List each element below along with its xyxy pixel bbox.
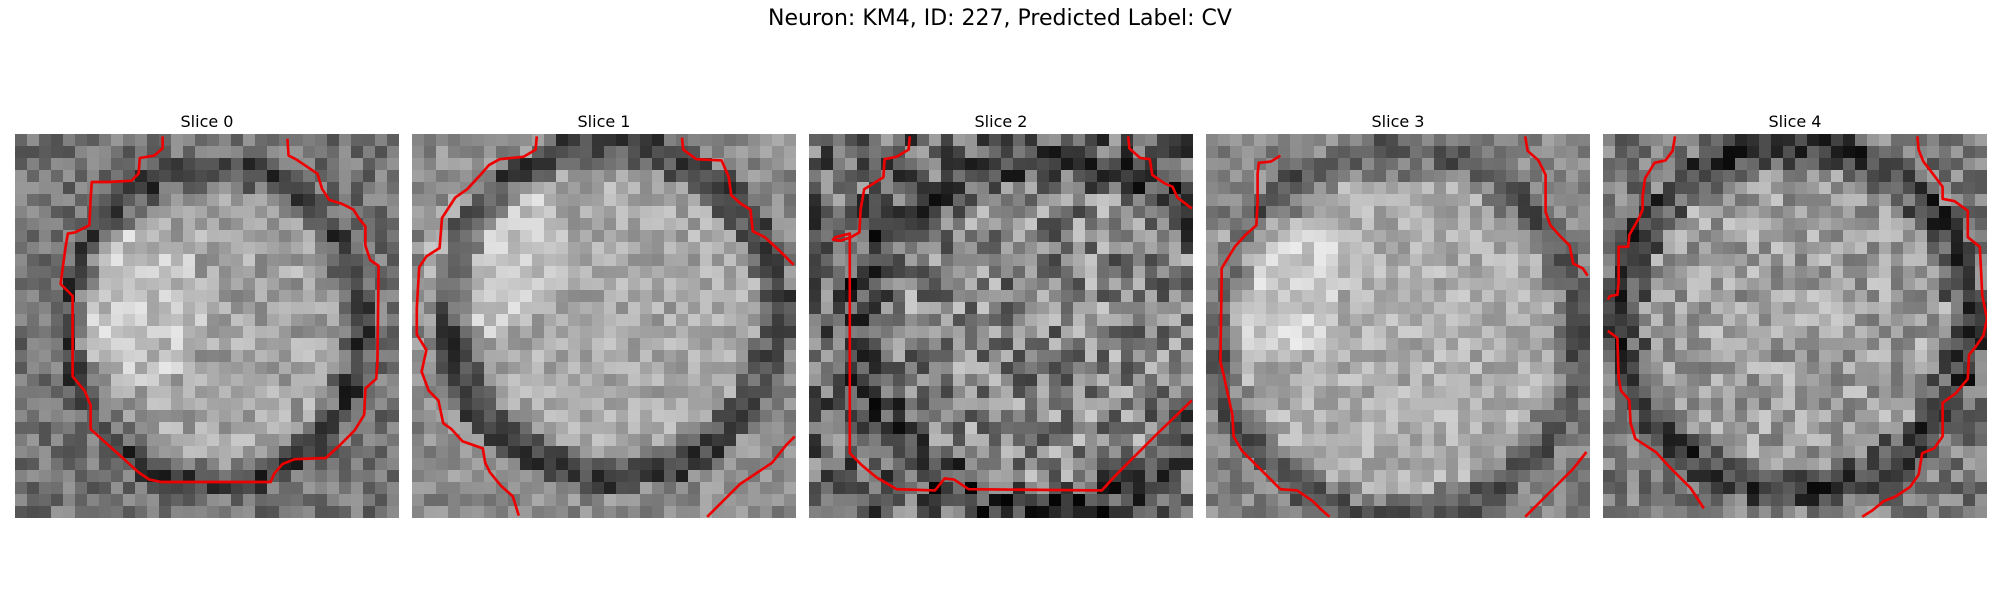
slice-title-1: Slice 1	[577, 112, 631, 131]
slice-panel-2: Slice 2	[809, 110, 1193, 518]
slice-panel-1: Slice 1	[412, 110, 796, 518]
intensity-grid	[809, 134, 1193, 518]
contour-outline	[1523, 136, 1589, 277]
slice-title-3: Slice 3	[1371, 112, 1425, 131]
slice-title-2: Slice 2	[974, 112, 1028, 131]
slice-image-1	[412, 134, 796, 518]
slice-panel-0: Slice 0	[15, 110, 399, 518]
contour-outline	[831, 136, 1193, 492]
contour-outline	[1607, 329, 1705, 510]
slice-title-0: Slice 0	[180, 112, 234, 131]
contour-outline	[680, 137, 795, 266]
contour-outline	[1126, 136, 1193, 210]
contour-outline	[1219, 154, 1331, 518]
intensity-grid	[1206, 134, 1590, 518]
intensity-grid	[412, 134, 796, 518]
intensity-grid	[1603, 134, 1987, 518]
slice-image-2	[809, 134, 1193, 518]
slice-panel-4: Slice 4	[1603, 110, 1987, 518]
contour-outline	[59, 136, 380, 484]
intensity-grid	[15, 134, 399, 518]
slice-title-4: Slice 4	[1768, 112, 1822, 131]
contour-outline	[1606, 136, 1677, 301]
contour-outline	[1861, 136, 1987, 518]
contour-outline	[415, 136, 539, 516]
slice-image-3	[1206, 134, 1590, 518]
slice-image-4	[1603, 134, 1987, 518]
slice-panel-3: Slice 3	[1206, 110, 1590, 518]
contour-outline	[706, 435, 796, 518]
figure-title: Neuron: KM4, ID: 227, Predicted Label: C…	[768, 6, 1232, 31]
contour-outline	[1524, 451, 1588, 518]
slice-image-0	[15, 134, 399, 518]
